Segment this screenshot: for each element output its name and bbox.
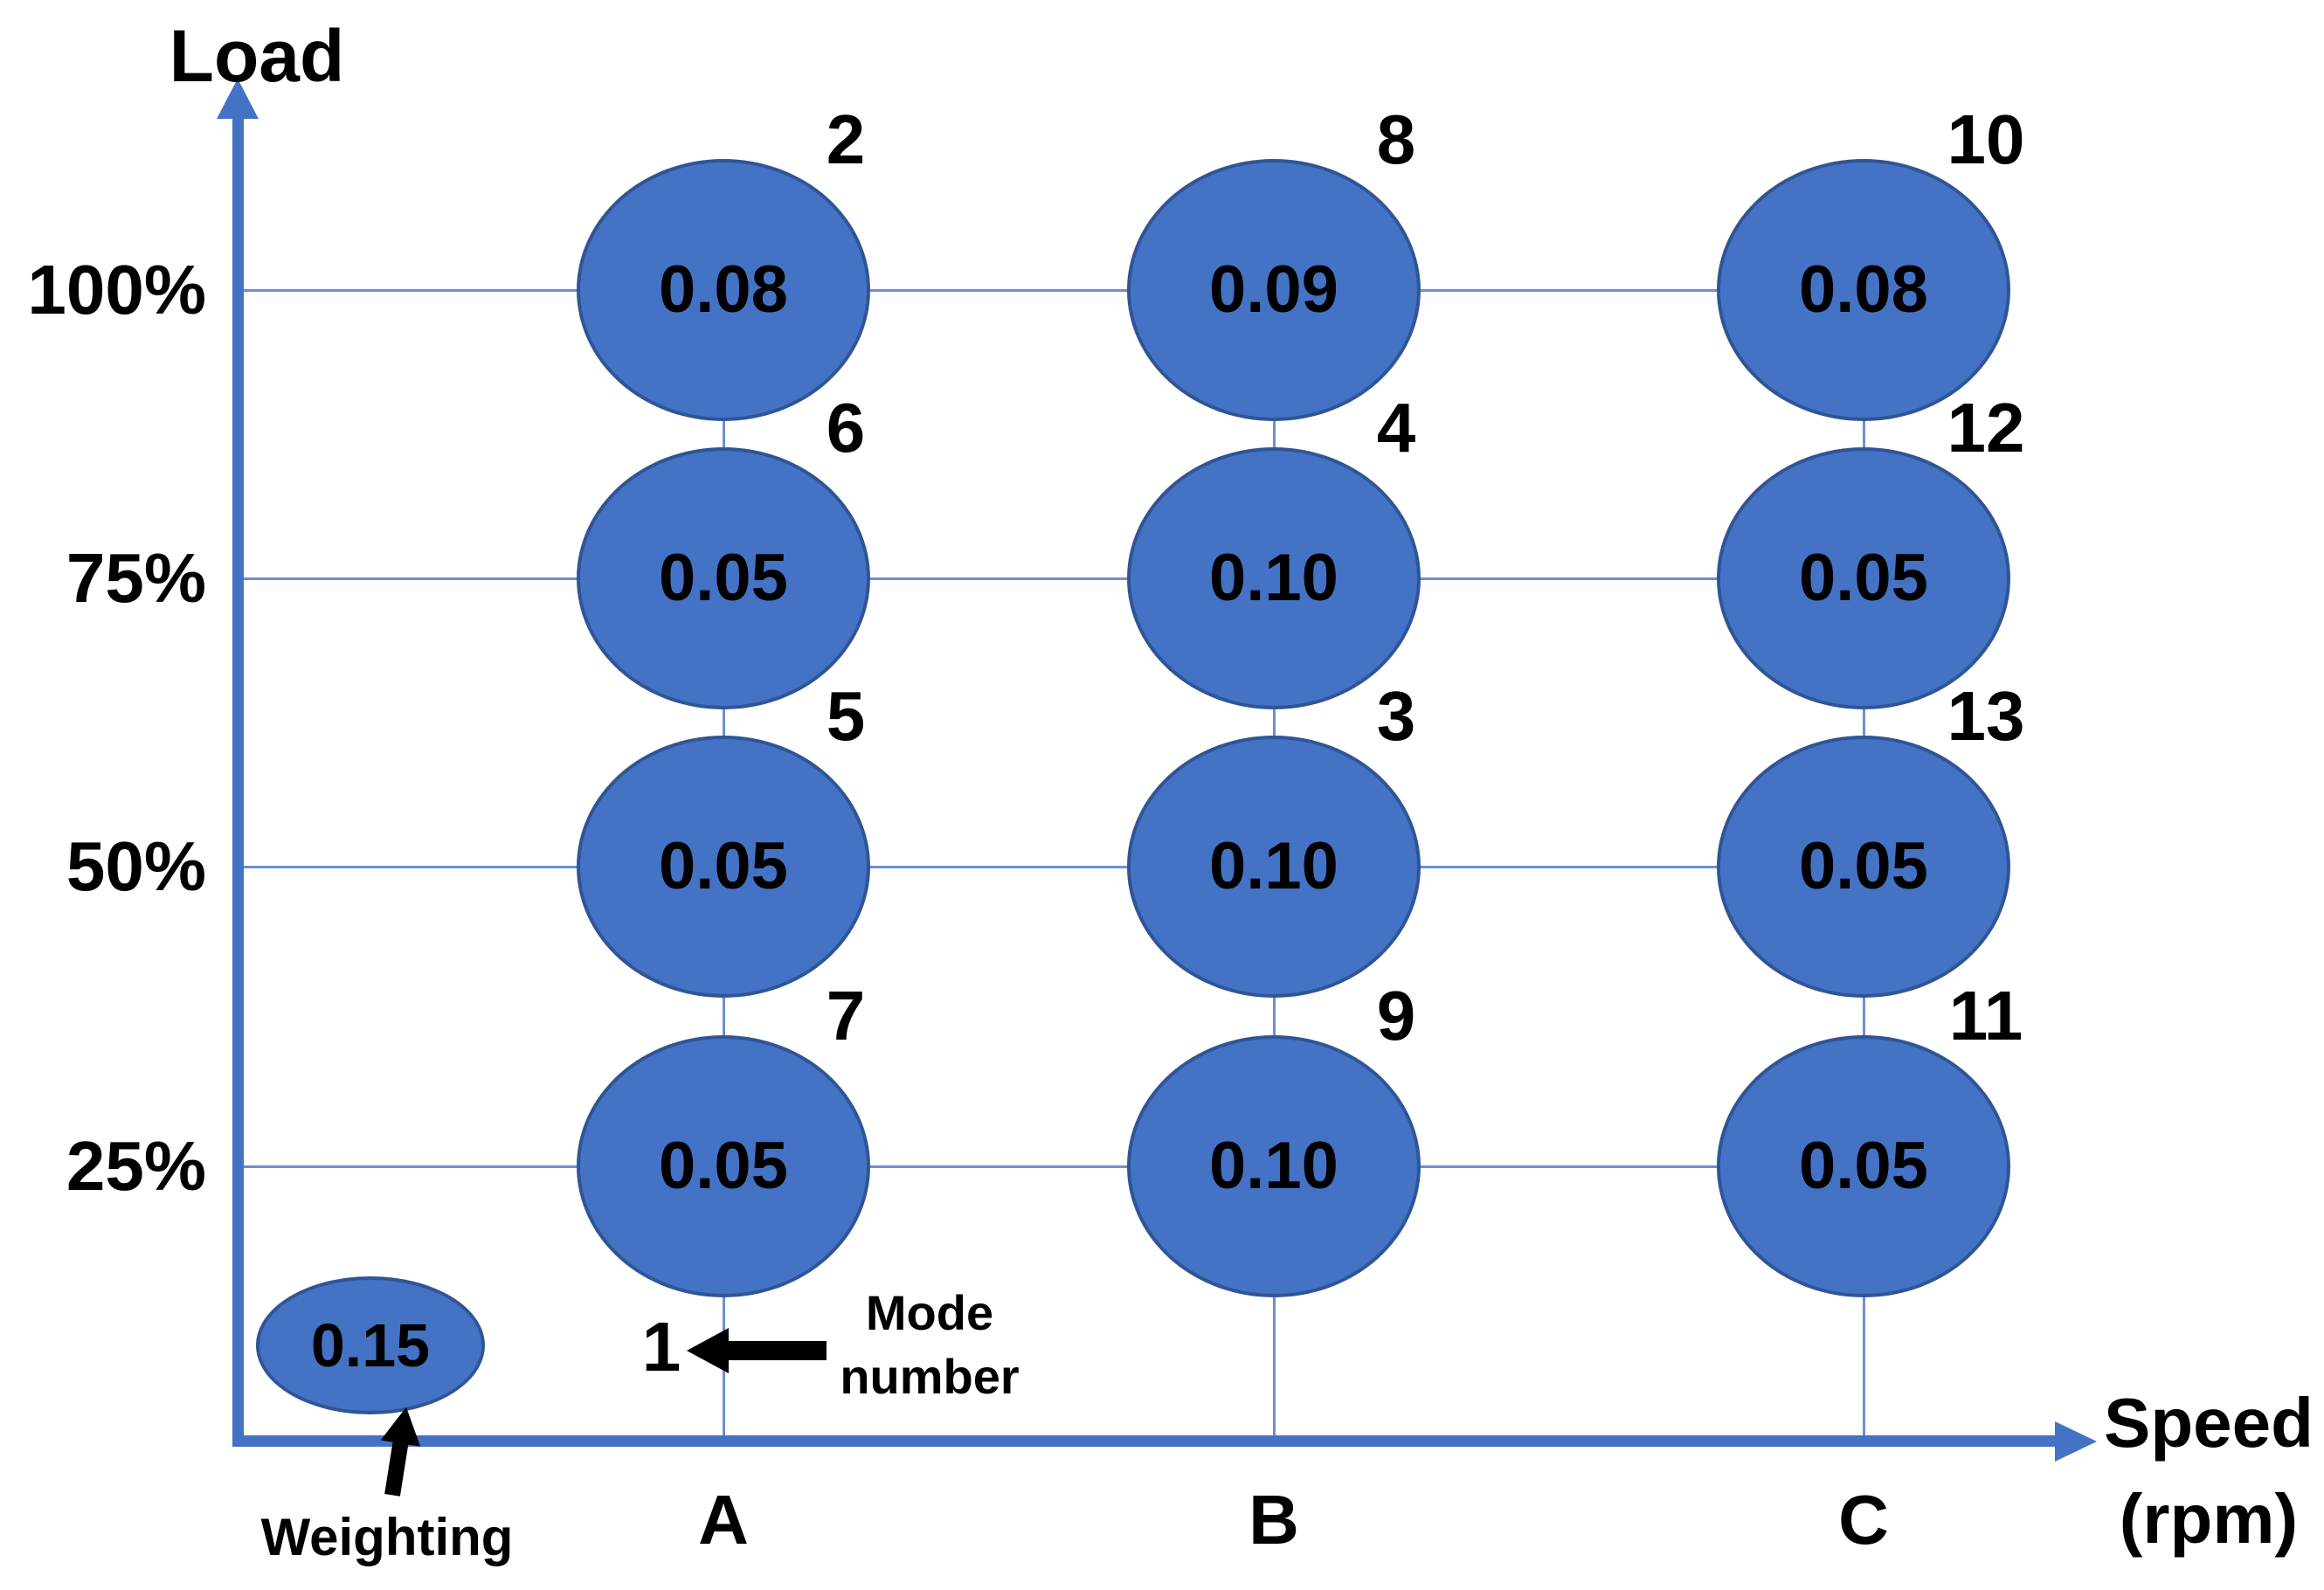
mode-number-label: 12 [1947,389,2025,467]
mode-weighting-value: 0.15 [310,1311,431,1379]
mode-weighting-value: 0.09 [1209,252,1338,327]
mode-number-label: 7 [826,977,866,1054]
mode-number-label: 5 [826,677,866,755]
mode-number-label: 11 [1948,977,2023,1054]
mode-number-label: 3 [1376,677,1416,755]
grid-hline [232,577,1865,580]
mode-bubble: 0.05 [577,736,870,998]
mode-weighting-value: 0.05 [1799,829,1928,903]
idle-mode-bubble: 0.15 [256,1276,485,1414]
mode-weighting-value: 0.05 [659,829,788,903]
mode-bubble: 0.05 [1717,447,2010,709]
mode-bubble: 0.05 [577,447,870,709]
x-tick-label: B [1248,1481,1299,1559]
mode-number-label: 9 [1376,977,1416,1054]
mode1-number-label: 1 [641,1308,681,1386]
mode-bubble: 0.08 [1717,159,2010,421]
weighting-annotation: Weighting [260,1508,514,1566]
weighting-arrowhead [380,1404,426,1447]
x-axis-arrowhead-icon [2055,1421,2097,1462]
y-tick-label: 50% [66,827,206,905]
x-axis-title-speed: Speed [2103,1384,2314,1462]
x-axis-title: Speed (rpm) [2095,1375,2322,1567]
mode-bubble: 0.05 [577,1035,870,1297]
mode-weighting-value: 0.08 [659,252,788,327]
mode-bubble: 0.05 [1717,736,2010,998]
mode-weighting-value: 0.05 [1799,1129,1928,1203]
grid-hline [232,1165,1865,1168]
mode-bubble: 0.05 [1717,1035,2010,1297]
y-tick-label: 100% [27,251,206,328]
mode-number-arrow-icon [687,1328,729,1373]
y-tick-label: 75% [66,539,206,617]
mode-bubble: 0.09 [1127,159,1421,421]
mode-number-annotation-line2: number [840,1349,1020,1404]
mode-number-annotation-line1: Mode [865,1285,994,1340]
mode-weighting-value: 0.10 [1209,829,1338,903]
mode-weighting-value: 0.05 [659,1129,788,1203]
grid-hline [232,866,1865,868]
weighting-arrow-shaft [384,1441,409,1497]
mode-bubble: 0.10 [1127,1035,1421,1297]
mode-bubble: 0.10 [1127,736,1421,998]
mode-weighting-value: 0.10 [1209,1129,1338,1203]
x-tick-label: C [1838,1481,1889,1559]
y-tick-label: 25% [66,1127,206,1205]
mode-number-label: 2 [826,100,866,178]
mode-weighting-value: 0.05 [1799,541,1928,615]
mode-number-annotation: Mode number [828,1281,1031,1408]
mode-weighting-value: 0.10 [1209,541,1338,615]
y-axis-line [232,91,244,1447]
mode-bubble: 0.10 [1127,447,1421,709]
mode-number-arrow-shaft [725,1341,827,1360]
mode-number-label: 10 [1947,100,2025,178]
mode-weighting-value: 0.05 [659,541,788,615]
y-axis-title: Load [169,15,345,97]
mode-number-label: 4 [1376,389,1416,467]
mode-number-label: 8 [1376,100,1416,178]
mode-number-label: 13 [1947,677,2025,755]
x-tick-label: A [698,1481,749,1559]
weighting-arrow-icon [372,1404,426,1498]
grid-hline [232,289,1865,292]
mode-number-label: 6 [826,389,866,467]
mode-bubble: 0.08 [577,159,870,421]
x-axis-line [232,1435,2057,1447]
x-axis-title-rpm: (rpm) [2119,1480,2299,1558]
mode-weighting-value: 0.08 [1799,252,1928,327]
y-axis-arrowhead-icon [217,79,259,119]
